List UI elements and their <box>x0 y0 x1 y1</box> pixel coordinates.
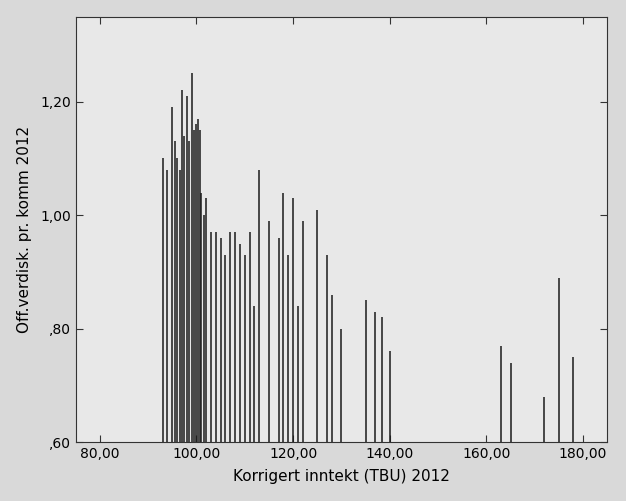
X-axis label: Korrigert inntekt (TBU) 2012: Korrigert inntekt (TBU) 2012 <box>233 469 450 484</box>
Y-axis label: Off.verdisk. pr. komm 2012: Off.verdisk. pr. komm 2012 <box>17 126 32 333</box>
